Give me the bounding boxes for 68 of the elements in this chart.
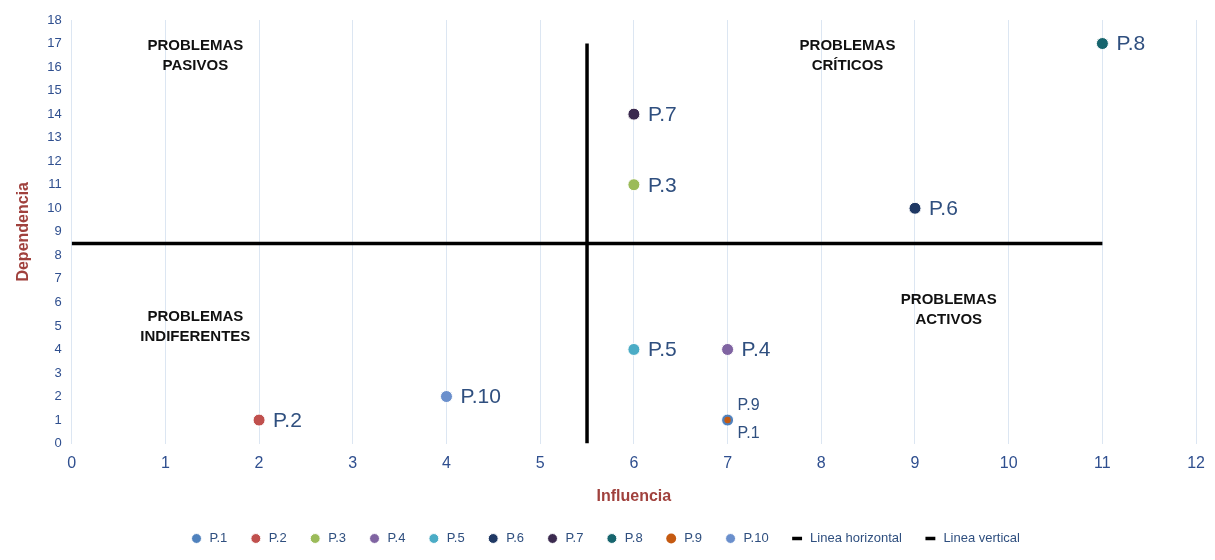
legend-label: P.3: [328, 530, 347, 546]
text: P.3: [647, 172, 677, 196]
annotation: PROBLEMAS CRÍTICOS: [799, 35, 896, 73]
annotation: PROBLEMAS PASIVOS: [147, 35, 244, 73]
x-tick-label: 7: [723, 453, 733, 471]
text: P.2: [273, 407, 302, 431]
y-tick-label: 0: [54, 435, 62, 451]
text: P.9: [737, 396, 760, 414]
legend-label: P.2: [268, 530, 287, 546]
y-tick-label: 18: [47, 11, 62, 27]
legend-label: P.5: [446, 530, 465, 546]
y-tick-label: 17: [47, 35, 62, 51]
y-tick-label: 4: [54, 341, 62, 357]
text: P.1: [737, 424, 760, 442]
point: [721, 342, 735, 356]
point: [627, 342, 641, 356]
legend-label: P.6: [506, 530, 525, 546]
legend-label: P.9: [684, 530, 703, 546]
point: [908, 201, 922, 215]
y-tick-label: 2: [54, 388, 62, 404]
legend-label: P.10: [743, 530, 769, 546]
y-tick-label: 11: [48, 176, 62, 192]
text: P.10: [460, 384, 501, 408]
y-tick-label: 14: [47, 105, 62, 121]
x-tick-label: 4: [442, 453, 452, 471]
legend-label: Linea vertical: [943, 530, 1021, 546]
y-tick-label: 16: [47, 58, 62, 74]
x-axis-title: Influencia: [596, 486, 672, 504]
y-tick-label: 10: [47, 199, 62, 215]
legend-label: P.7: [565, 530, 584, 546]
y-axis-title: Dependencia: [14, 181, 32, 282]
x-tick-label: 8: [816, 453, 826, 471]
text: P.6: [928, 196, 958, 220]
text: P.5: [647, 337, 677, 361]
x-tick-label: 10: [999, 453, 1018, 471]
y-tick-label: 1: [54, 411, 62, 427]
x-tick-label: 3: [348, 453, 358, 471]
y-tick-label: 13: [47, 129, 62, 145]
x-tick-label: 12: [1187, 453, 1206, 471]
annotation: PROBLEMAS INDIFERENTES: [140, 306, 251, 344]
point: [252, 413, 266, 427]
point: [439, 390, 453, 404]
text: P.4: [741, 337, 771, 361]
x-tick-label: 9: [910, 453, 920, 471]
y-tick-label: 6: [54, 293, 62, 309]
text: P.7: [647, 101, 677, 125]
x-tick-label: 5: [535, 453, 545, 471]
annotation: PROBLEMAS ACTIVOS: [900, 289, 997, 327]
y-tick-label: 15: [47, 82, 62, 98]
legend-label: P.8: [624, 530, 643, 546]
x-tick-label: 1: [160, 453, 170, 471]
y-tick-label: 5: [54, 317, 62, 333]
x-tick-label: 2: [254, 453, 264, 471]
point: [1095, 37, 1109, 51]
y-tick-label: 7: [54, 270, 62, 286]
point: [627, 107, 641, 121]
y-tick-label: 3: [54, 364, 62, 380]
y-tick-label: 9: [54, 223, 62, 239]
legend-label: P.4: [387, 530, 406, 546]
legend-label: Linea horizontal: [810, 530, 903, 546]
y-tick-label: 8: [54, 246, 62, 262]
point: [627, 178, 641, 192]
y-tick-label: 12: [47, 152, 62, 168]
x-tick-label: 0: [67, 453, 77, 471]
x-tick-label: 6: [629, 453, 639, 471]
text: P.8: [1116, 31, 1146, 55]
legend-label: P.1: [209, 530, 228, 546]
x-tick-label: 11: [1094, 453, 1111, 471]
